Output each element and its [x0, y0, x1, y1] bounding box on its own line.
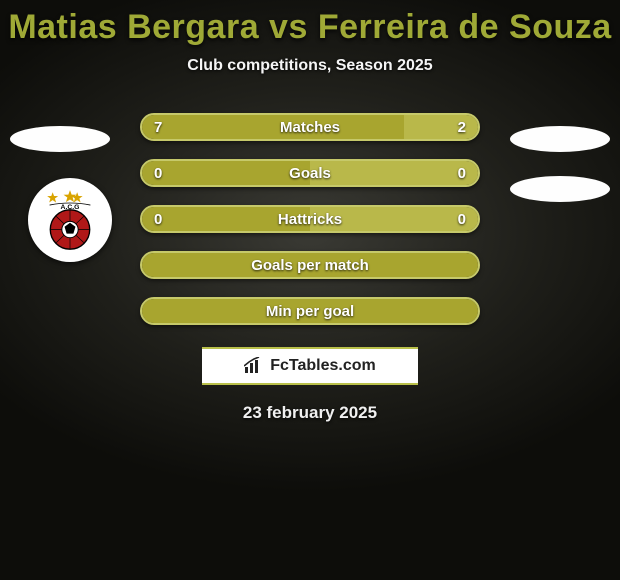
stat-bar-label: Matches [142, 119, 478, 136]
club-placeholder-right-1 [510, 126, 610, 152]
brand-suffix: Tables.com [289, 357, 376, 374]
stat-bar-value-right: 2 [458, 119, 466, 136]
stat-bar: Hattricks0 0 [140, 205, 480, 233]
stat-bar: Min per goal [140, 297, 480, 325]
snapshot-date: 23 february 2025 [0, 403, 620, 423]
club-placeholder-right-2 [510, 176, 610, 202]
stat-bar-label: Hattricks [142, 211, 478, 228]
bar-chart-icon [244, 357, 264, 375]
stat-bar-value-left: 0 [154, 165, 162, 182]
stat-bar-value-right: 0 [458, 211, 466, 228]
club-logo-left: A.C.G [28, 178, 112, 262]
comparison-subtitle: Club competitions, Season 2025 [0, 57, 620, 75]
stat-bar: Matches7 2 [140, 113, 480, 141]
stat-bar-label: Min per goal [142, 303, 478, 320]
stat-bar: Goals0 0 [140, 159, 480, 187]
acg-crest-icon: A.C.G [36, 186, 104, 254]
stat-bar-value-right: 0 [458, 165, 466, 182]
comparison-title: Matias Bergara vs Ferreira de Souza [0, 8, 620, 47]
stat-bar-label: Goals per match [142, 257, 478, 274]
stat-bar-label: Goals [142, 165, 478, 182]
source-badge: FcTables.com [202, 347, 418, 385]
stat-bar: Goals per match [140, 251, 480, 279]
stat-bar-value-left: 0 [154, 211, 162, 228]
stat-bars-container: Matches72Goals00Hattricks00Goals per mat… [140, 113, 480, 325]
brand-prefix: Fc [270, 357, 289, 374]
club-placeholder-left-1 [10, 126, 110, 152]
stat-bar-value-left: 7 [154, 119, 162, 136]
